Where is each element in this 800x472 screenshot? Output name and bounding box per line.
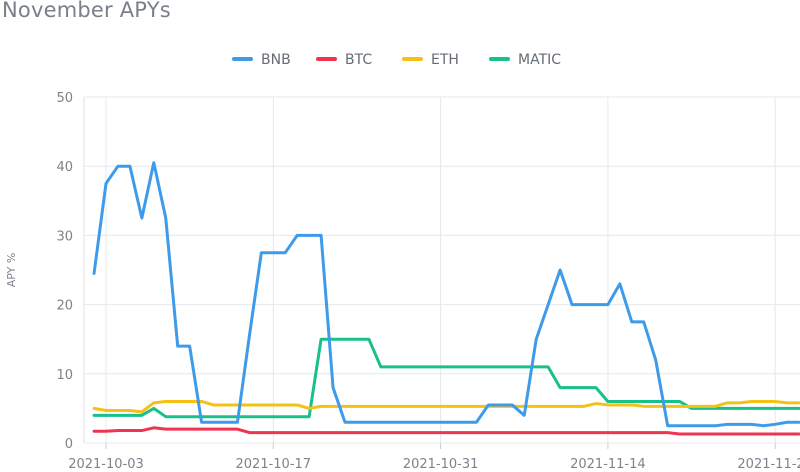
x-tick-label: 2021-10-31 — [403, 457, 479, 472]
y-tick-label: 50 — [56, 91, 73, 106]
legend-label-btc: BTC — [345, 52, 372, 68]
legend-label-matic: MATIC — [518, 52, 561, 68]
y-tick-label: 30 — [56, 229, 73, 244]
x-tick-label: 2021-11-14 — [570, 457, 646, 472]
y-tick-label: 20 — [56, 299, 73, 314]
legend-label-bnb: BNB — [261, 52, 291, 68]
y-axis-label: APY % — [5, 253, 18, 288]
x-tick-label: 2021-10-17 — [236, 457, 312, 472]
series-line-btc — [92, 426, 800, 436]
y-tick-label: 40 — [56, 160, 73, 175]
chart-title: November APYs — [2, 0, 171, 22]
legend-label-eth: ETH — [431, 52, 459, 68]
series-line-bnb — [92, 161, 800, 428]
y-tick-label: 0 — [65, 437, 73, 452]
x-tick-label: 2021-10-03 — [68, 457, 144, 472]
series-line-matic — [92, 337, 800, 419]
x-tick-label: 2021-11-28 — [737, 457, 800, 472]
series-line-eth — [92, 399, 800, 414]
y-tick-label: 10 — [56, 368, 73, 383]
